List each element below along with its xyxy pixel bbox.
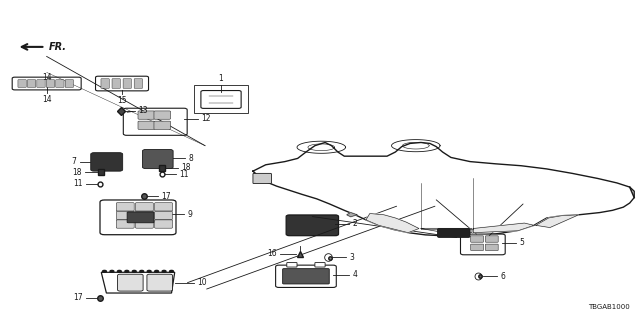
Text: 17: 17 [162, 192, 172, 201]
Text: 3: 3 [349, 253, 355, 262]
Polygon shape [347, 212, 357, 217]
Circle shape [102, 270, 106, 272]
FancyBboxPatch shape [276, 265, 336, 287]
FancyBboxPatch shape [91, 153, 123, 171]
FancyBboxPatch shape [112, 79, 120, 88]
FancyBboxPatch shape [116, 211, 134, 220]
FancyBboxPatch shape [37, 80, 45, 87]
FancyBboxPatch shape [118, 274, 143, 291]
FancyBboxPatch shape [287, 263, 297, 267]
Text: 18: 18 [180, 164, 190, 172]
Polygon shape [536, 215, 579, 228]
Polygon shape [473, 223, 534, 233]
FancyBboxPatch shape [470, 244, 483, 251]
Text: 14: 14 [42, 73, 51, 82]
Circle shape [132, 270, 136, 272]
FancyBboxPatch shape [18, 80, 26, 87]
FancyBboxPatch shape [101, 79, 109, 88]
Text: 8: 8 [188, 154, 193, 163]
Text: 13: 13 [138, 106, 148, 115]
FancyBboxPatch shape [95, 76, 148, 91]
FancyBboxPatch shape [253, 173, 271, 184]
FancyBboxPatch shape [154, 121, 171, 129]
FancyBboxPatch shape [124, 108, 187, 135]
FancyBboxPatch shape [315, 263, 325, 267]
Text: 6: 6 [500, 272, 505, 281]
FancyBboxPatch shape [127, 212, 154, 223]
FancyBboxPatch shape [485, 244, 498, 251]
FancyBboxPatch shape [116, 203, 134, 211]
FancyBboxPatch shape [286, 215, 339, 236]
FancyBboxPatch shape [46, 80, 54, 87]
Circle shape [170, 270, 173, 272]
Circle shape [155, 270, 159, 272]
FancyBboxPatch shape [154, 111, 171, 119]
FancyBboxPatch shape [56, 80, 64, 87]
Text: 17: 17 [73, 293, 83, 302]
Text: 14: 14 [42, 95, 51, 104]
FancyBboxPatch shape [155, 211, 173, 220]
Text: 9: 9 [188, 210, 193, 219]
Text: 12: 12 [201, 114, 211, 123]
FancyBboxPatch shape [438, 228, 470, 237]
FancyBboxPatch shape [28, 80, 36, 87]
Circle shape [110, 270, 114, 272]
FancyBboxPatch shape [155, 203, 173, 211]
Text: 5: 5 [519, 238, 524, 247]
FancyBboxPatch shape [116, 220, 134, 228]
Text: 16: 16 [268, 250, 277, 259]
Polygon shape [421, 228, 472, 233]
FancyBboxPatch shape [461, 234, 505, 255]
FancyBboxPatch shape [147, 274, 173, 291]
FancyBboxPatch shape [485, 236, 498, 242]
Circle shape [140, 270, 143, 272]
Text: TBGAB1000: TBGAB1000 [588, 304, 630, 310]
Text: 11: 11 [179, 170, 189, 179]
Polygon shape [101, 272, 175, 293]
FancyBboxPatch shape [123, 79, 131, 88]
Circle shape [162, 270, 166, 272]
FancyBboxPatch shape [136, 211, 154, 220]
FancyBboxPatch shape [134, 79, 143, 88]
Text: 18: 18 [72, 168, 82, 177]
Text: 10: 10 [197, 278, 207, 287]
FancyBboxPatch shape [136, 203, 154, 211]
Polygon shape [253, 142, 634, 236]
Text: FR.: FR. [49, 42, 67, 52]
FancyBboxPatch shape [155, 220, 173, 228]
FancyBboxPatch shape [138, 111, 155, 119]
Circle shape [147, 270, 151, 272]
FancyBboxPatch shape [12, 77, 81, 90]
FancyBboxPatch shape [283, 269, 329, 284]
Circle shape [125, 270, 129, 272]
FancyBboxPatch shape [201, 91, 241, 108]
FancyBboxPatch shape [470, 236, 483, 242]
Bar [194, 85, 248, 114]
Text: 4: 4 [352, 270, 357, 279]
FancyBboxPatch shape [100, 200, 176, 235]
Polygon shape [366, 213, 419, 233]
Circle shape [118, 270, 122, 272]
Text: 2: 2 [353, 219, 357, 228]
FancyBboxPatch shape [65, 80, 74, 87]
Text: 7: 7 [72, 157, 77, 166]
FancyBboxPatch shape [143, 149, 173, 169]
Text: 1: 1 [219, 74, 223, 83]
FancyBboxPatch shape [136, 220, 154, 228]
FancyBboxPatch shape [138, 121, 155, 129]
Text: 15: 15 [117, 96, 127, 105]
Text: 11: 11 [73, 180, 83, 188]
